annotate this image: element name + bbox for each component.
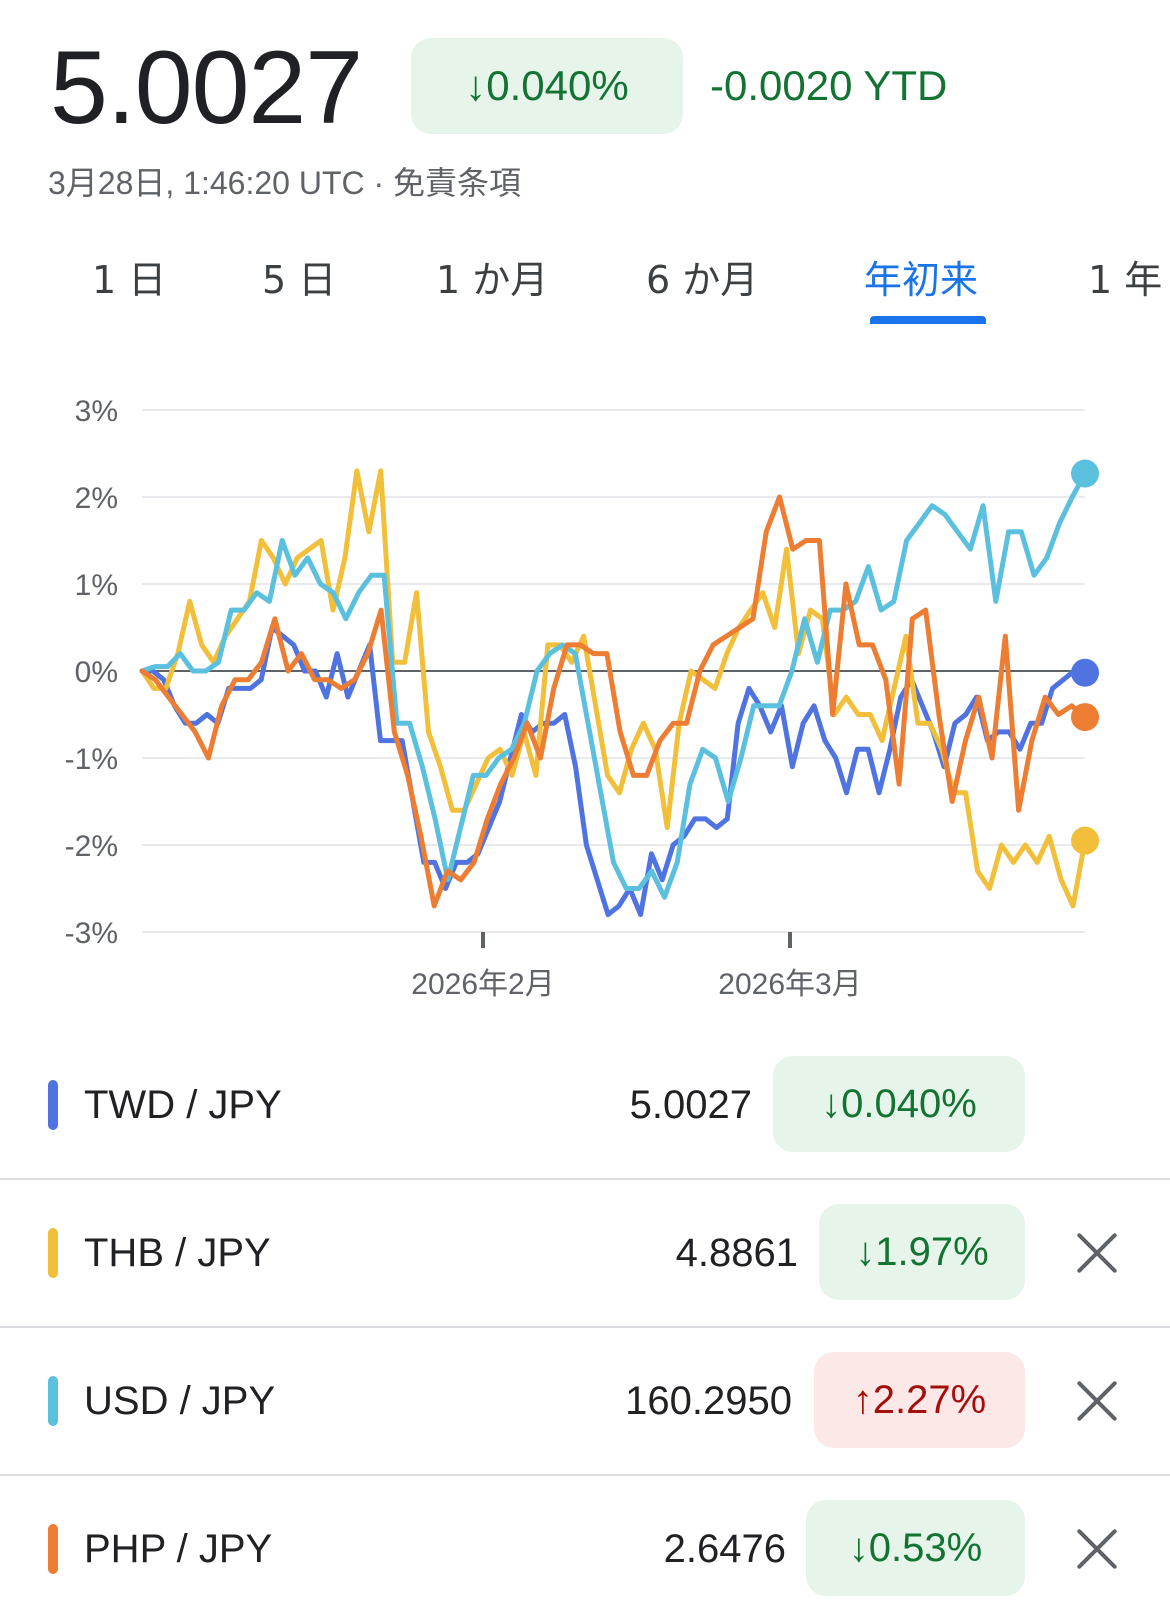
y-tick-label: 1% (75, 569, 118, 602)
tab-1m[interactable]: 1 か月 (436, 258, 549, 302)
series-endpoint (1071, 658, 1099, 687)
comparison-chart[interactable]: 3% 2% 1% 0% -1% -2% -3% 2026年2月 2026年3月 (0, 380, 1170, 1010)
pair-label: THB / JPY (84, 1231, 271, 1275)
range-tabs: 1 日 5 日 1 か月 6 か月 年初来 1 年 (0, 250, 1170, 330)
pair-label: PHP / JPY (84, 1527, 273, 1571)
y-tick-label: 2% (75, 482, 118, 515)
pair-label: TWD / JPY (84, 1083, 282, 1127)
disclaimer-link[interactable]: 免責条項 (393, 165, 522, 201)
series-line (139, 468, 1088, 909)
series-swatch (48, 1080, 58, 1130)
change-badge: ↓0.040% (411, 38, 683, 134)
pair-value: 2.6476 (663, 1527, 786, 1571)
pair-change-badge: ↓0.040% (773, 1056, 1025, 1152)
series-swatch (48, 1524, 58, 1574)
list-item[interactable]: THB / JPY 4.8861 ↓1.97% (0, 1180, 1170, 1328)
pair-change-badge: ↓1.97% (819, 1204, 1025, 1300)
y-tick-label: 3% (75, 395, 118, 428)
close-icon[interactable] (1074, 1526, 1120, 1572)
y-tick-label: -3% (65, 917, 118, 950)
current-price: 5.0027 (50, 30, 363, 146)
series-endpoint (1071, 459, 1099, 488)
series-line (139, 471, 1088, 900)
y-tick-label: -2% (65, 830, 118, 863)
list-item[interactable]: USD / JPY 160.2950 ↑2.27% (0, 1328, 1170, 1476)
tab-ytd[interactable]: 年初来 (864, 258, 979, 302)
tab-1y[interactable]: 1 年 (1088, 258, 1163, 302)
list-item[interactable]: TWD / JPY 5.0027 ↓0.040% (0, 1032, 1170, 1180)
x-tick-label: 2026年2月 (411, 968, 554, 1001)
tab-5d[interactable]: 5 日 (262, 258, 337, 302)
timestamp: 3月28日, 1:46:20 UTC · (48, 165, 394, 201)
pair-label: USD / JPY (84, 1379, 276, 1423)
y-tick-label: -1% (65, 743, 118, 776)
series-endpoint (1071, 703, 1099, 732)
series-swatch (48, 1376, 58, 1426)
ytd-change: -0.0020 YTD (710, 62, 948, 109)
y-tick-label: 0% (75, 656, 118, 689)
close-icon[interactable] (1074, 1378, 1120, 1424)
list-item[interactable]: PHP / JPY 2.6476 ↓0.53% (0, 1476, 1170, 1622)
tab-1d[interactable]: 1 日 (92, 258, 167, 302)
close-icon[interactable] (1074, 1230, 1120, 1276)
x-tick-label: 2026年3月 (718, 968, 861, 1001)
series-endpoint (1071, 826, 1099, 855)
tab-6m[interactable]: 6 か月 (646, 258, 759, 302)
timestamp-line: 3月28日, 1:46:20 UTC · 免責条項 (48, 158, 521, 204)
pair-change-badge: ↓0.53% (806, 1500, 1025, 1596)
quote-header: 5.0027 ↓0.040% -0.0020 YTD (50, 30, 1170, 148)
pair-change-badge: ↑2.27% (814, 1352, 1025, 1448)
pair-value: 160.2950 (625, 1379, 792, 1423)
pair-value: 4.8861 (675, 1231, 798, 1275)
pair-value: 5.0027 (629, 1083, 752, 1127)
active-tab-indicator (870, 316, 986, 324)
series-swatch (48, 1228, 58, 1278)
series-line (139, 494, 1088, 909)
comparison-list: TWD / JPY 5.0027 ↓0.040% THB / JPY 4.886… (0, 1032, 1170, 1622)
